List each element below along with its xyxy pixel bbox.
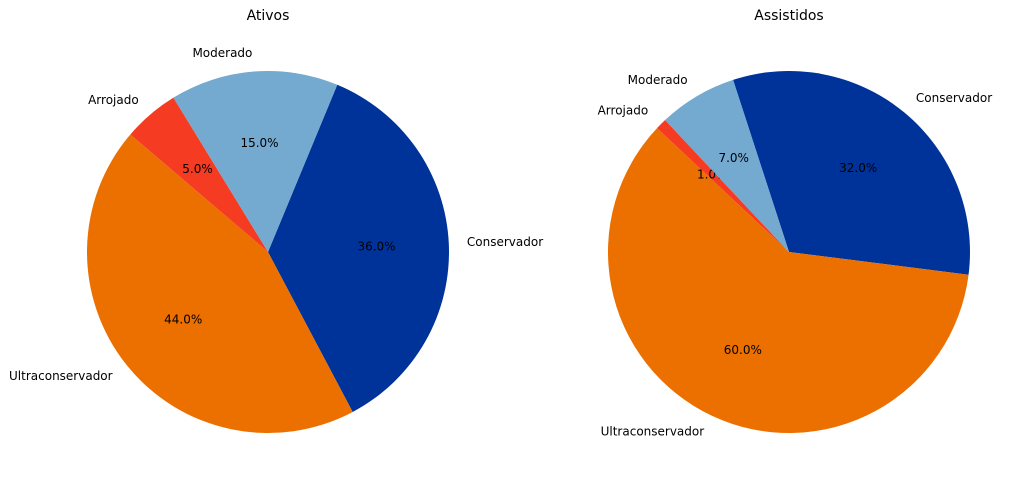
slice-percent-conservador: 32.0% [839,161,877,175]
pie-slice-arrojado [130,97,268,252]
slice-percent-moderado: 15.0% [240,136,278,150]
chart-title: Assistidos [754,8,823,24]
pie-slice-moderado [173,70,338,252]
slice-label-conservador: Conservador [916,91,992,105]
slice-label-arrojado: Arrojado [88,93,139,107]
pie-slice-conservador [733,71,970,275]
slice-label-ultraconservador: Ultraconservador [601,425,705,439]
slice-label-moderado: Moderado [628,73,688,87]
slice-label-conservador: Conservador [467,235,543,249]
slice-label-ultraconservador: Ultraconservador [9,369,113,383]
slice-percent-moderado: 7.0% [718,151,749,165]
slice-percent-conservador: 36.0% [357,239,395,253]
slice-percent-ultraconservador: 44.0% [164,312,202,326]
pie-chart-assistidos: Conservador 32.0% Ultraconservador 60.0% Arr… [598,8,993,439]
pie-slice-conservador [268,84,450,412]
pie-slice-ultraconservador [607,128,969,434]
slice-label-arrojado: Arrojado [598,104,649,118]
pie-slice-arrojado [657,120,789,252]
pie-chart-ativos: Conservador 36.0% Ultraconservador 44.0% Arr… [9,8,543,433]
pie-slice-moderado [665,79,789,252]
chart-title: Ativos [247,8,290,24]
slice-label-moderado: Moderado [192,46,252,60]
slice-percent-arrojado: 5.0% [182,162,213,176]
slice-percent-ultraconservador: 60.0% [724,343,762,357]
pie-slice-ultraconservador [87,134,353,433]
